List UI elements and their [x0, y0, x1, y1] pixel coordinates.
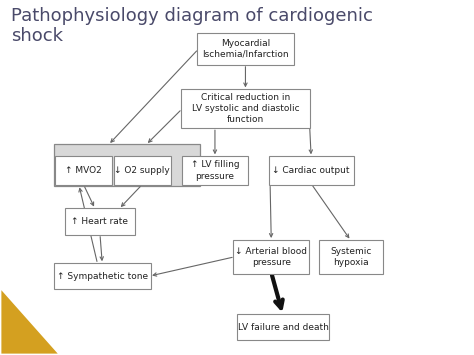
Text: ↓ Cardiac output: ↓ Cardiac output: [273, 166, 350, 175]
FancyBboxPatch shape: [319, 240, 383, 274]
FancyBboxPatch shape: [234, 240, 309, 274]
FancyBboxPatch shape: [55, 156, 112, 185]
Text: ↑ LV filling
pressure: ↑ LV filling pressure: [191, 160, 239, 180]
Text: ↓ Arterial blood
pressure: ↓ Arterial blood pressure: [235, 247, 307, 267]
Text: ↑ MVO2: ↑ MVO2: [65, 166, 102, 175]
Polygon shape: [1, 290, 58, 354]
FancyBboxPatch shape: [237, 314, 329, 340]
FancyBboxPatch shape: [54, 144, 200, 186]
Text: Pathophysiology diagram of cardiogenic
shock: Pathophysiology diagram of cardiogenic s…: [11, 7, 373, 45]
FancyBboxPatch shape: [54, 263, 151, 289]
FancyBboxPatch shape: [182, 156, 248, 185]
Text: ↑ Heart rate: ↑ Heart rate: [72, 217, 128, 226]
Text: Critical reduction in
LV systolic and diastolic
function: Critical reduction in LV systolic and di…: [191, 93, 299, 124]
Text: ↓ O2 supply: ↓ O2 supply: [114, 166, 170, 175]
FancyBboxPatch shape: [181, 89, 310, 129]
Text: Myocardial
Ischemia/Infarction: Myocardial Ischemia/Infarction: [202, 39, 289, 59]
FancyBboxPatch shape: [269, 156, 354, 185]
Text: ↑ Sympathetic tone: ↑ Sympathetic tone: [57, 272, 148, 280]
FancyBboxPatch shape: [197, 33, 294, 65]
Text: LV failure and death: LV failure and death: [237, 323, 328, 332]
FancyBboxPatch shape: [64, 208, 136, 235]
Text: Systemic
hypoxia: Systemic hypoxia: [330, 247, 372, 267]
FancyBboxPatch shape: [114, 156, 171, 185]
